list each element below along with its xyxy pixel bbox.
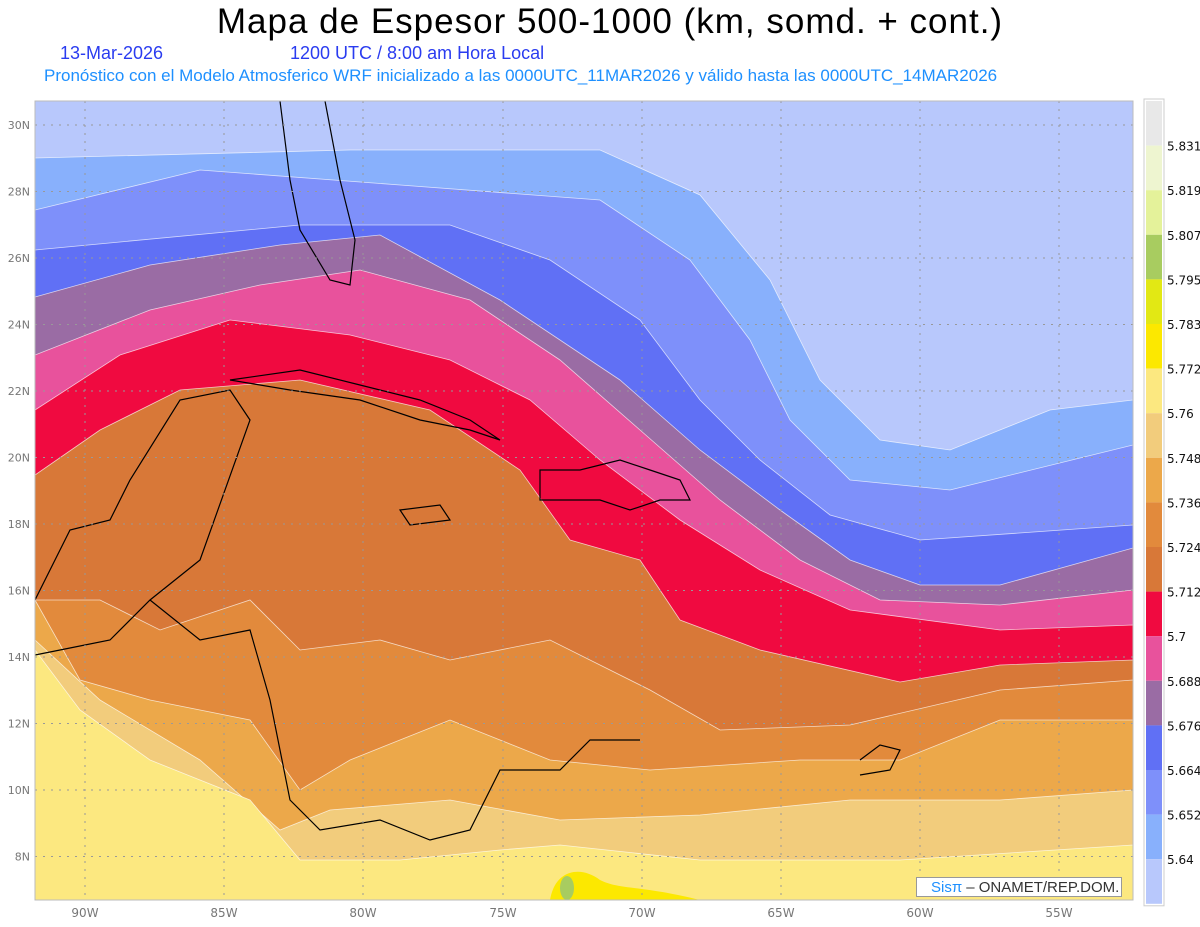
colorbar-label: 5.831 xyxy=(1167,140,1200,154)
lon-label: 70W xyxy=(628,906,655,920)
lon-label: 75W xyxy=(489,906,516,920)
band-5.76 xyxy=(35,649,1133,900)
colorbar-label: 5.7 xyxy=(1167,630,1186,644)
colorbar-swatch xyxy=(1146,190,1162,235)
lat-label: 14N xyxy=(8,651,30,664)
colorbar-swatch xyxy=(1146,368,1162,414)
band-5.748 xyxy=(35,639,1133,900)
coastline-3 xyxy=(229,369,501,441)
coastline-5 xyxy=(398,504,452,526)
colorbar-swatch xyxy=(1146,547,1162,592)
coastline-1 xyxy=(35,389,251,656)
coastline-6 xyxy=(859,744,901,776)
colorbar: 5.831 5.819 5.807 5.795 5.783 5.772 5.76 5.748 5… xyxy=(1143,98,1200,907)
lat-label: 18N xyxy=(8,518,30,531)
coastline-4 xyxy=(539,459,691,511)
band-5.772 xyxy=(550,871,700,900)
colorbar-swatch xyxy=(1146,413,1162,458)
colorbar-swatch xyxy=(1146,725,1162,770)
thickness-bands xyxy=(35,101,1133,900)
lon-label: 60W xyxy=(906,906,933,920)
colorbar-label: 5.676 xyxy=(1167,719,1200,733)
colorbar-label: 5.819 xyxy=(1167,184,1200,198)
lat-label: 12N xyxy=(8,718,30,731)
lat-label: 16N xyxy=(8,585,30,598)
colorbar-swatch xyxy=(1146,279,1162,324)
lat-label: 30N xyxy=(8,119,30,132)
lat-label: 22N xyxy=(8,385,30,398)
credit-text: – ONAMET/REP.DOM. xyxy=(966,878,1120,896)
colorbar-swatch xyxy=(1146,324,1162,369)
lon-label: 90W xyxy=(71,906,98,920)
colorbar-swatch xyxy=(1146,234,1162,280)
forecast-time: 1200 UTC / 8:00 am Hora Local xyxy=(290,43,545,63)
colorbar-label: 5.795 xyxy=(1167,273,1200,287)
map-frame xyxy=(34,100,1134,901)
colorbar-swatch xyxy=(1146,591,1162,637)
colorbar-label: 5.712 xyxy=(1167,586,1200,600)
colorbar-label: 5.772 xyxy=(1167,363,1200,377)
colorbar-swatch xyxy=(1146,457,1162,503)
colorbar-label: 5.652 xyxy=(1167,809,1200,823)
lat-label: 28N xyxy=(8,186,30,199)
colorbar-label: 5.664 xyxy=(1167,764,1200,778)
forecast-date: 13-Mar-2026 xyxy=(60,43,164,63)
colorbar-swatch xyxy=(1146,859,1162,904)
colorbar-swatch xyxy=(1146,636,1162,681)
lat-label: 26N xyxy=(8,252,30,265)
map-title: Mapa de Espesor 500-1000 (km, somd. + co… xyxy=(216,2,1004,41)
colorbar-swatch xyxy=(1146,145,1162,191)
lat-label: 24N xyxy=(8,319,30,332)
graticule: 30N 28N 26N 24N 22N 20N 18N 16N 14N 12N 10N 8N 90W 85… xyxy=(8,101,1133,920)
colorbar-label: 5.688 xyxy=(1167,675,1200,689)
band-5.795 xyxy=(560,876,574,900)
lat-label: 20N xyxy=(8,452,30,465)
colorbar-label: 5.748 xyxy=(1167,452,1200,466)
lon-label: 80W xyxy=(349,906,376,920)
lat-label: 10N xyxy=(8,784,30,797)
model-subtitle: Pronóstico con el Modelo Atmosferico WRF… xyxy=(44,66,998,85)
lon-label: 55W xyxy=(1045,906,1072,920)
lon-label: 65W xyxy=(767,906,794,920)
coastline-0 xyxy=(279,101,356,286)
colorbar-label: 5.76 xyxy=(1167,407,1194,421)
colorbar-label: 5.64 xyxy=(1167,853,1194,867)
colorbar-swatch xyxy=(1146,101,1162,146)
colorbar-swatch xyxy=(1146,502,1162,547)
colorbar-swatch xyxy=(1146,770,1162,815)
lon-label: 85W xyxy=(210,906,237,920)
colorbar-label: 5.736 xyxy=(1167,496,1200,510)
colorbar-label: 5.783 xyxy=(1167,318,1200,332)
sispi-logo: Sisπ xyxy=(931,878,963,896)
colorbar-label: 5.807 xyxy=(1167,229,1200,243)
colorbar-swatch xyxy=(1146,814,1162,860)
coastlines xyxy=(35,101,901,841)
colorbar-label: 5.724 xyxy=(1167,541,1200,555)
credit-box: Sisπ – ONAMET/REP.DOM. xyxy=(916,877,1122,897)
lat-label: 8N xyxy=(15,851,30,864)
coastline-2 xyxy=(149,599,640,841)
colorbar-swatch xyxy=(1146,680,1162,726)
